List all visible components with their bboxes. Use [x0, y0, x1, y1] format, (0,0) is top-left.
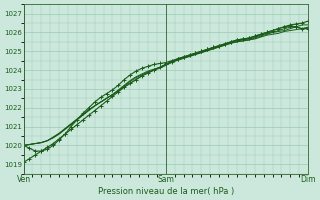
- X-axis label: Pression niveau de la mer( hPa ): Pression niveau de la mer( hPa ): [98, 187, 234, 196]
